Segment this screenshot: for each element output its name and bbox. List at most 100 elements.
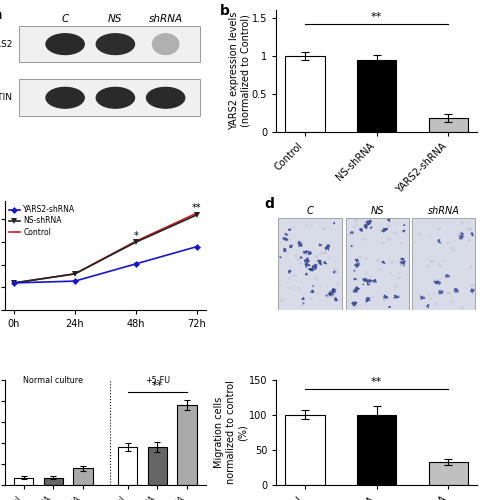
Ellipse shape (365, 272, 367, 274)
Bar (44, 478, 63, 485)
Ellipse shape (297, 258, 300, 260)
Ellipse shape (427, 266, 429, 267)
Ellipse shape (329, 257, 330, 258)
Polygon shape (435, 280, 442, 285)
Ellipse shape (355, 220, 357, 222)
Polygon shape (470, 288, 475, 294)
Polygon shape (369, 226, 373, 230)
Ellipse shape (327, 296, 331, 298)
Ellipse shape (147, 88, 185, 108)
Ellipse shape (96, 88, 134, 108)
Text: **: ** (152, 381, 163, 391)
Text: C: C (307, 206, 313, 216)
Bar (177, 405, 197, 485)
Ellipse shape (467, 222, 469, 223)
Ellipse shape (369, 283, 372, 284)
Polygon shape (363, 222, 368, 229)
Polygon shape (301, 296, 305, 300)
Text: C: C (62, 14, 69, 24)
Polygon shape (362, 278, 368, 282)
Ellipse shape (362, 238, 366, 240)
Polygon shape (324, 244, 331, 251)
Polygon shape (331, 288, 335, 292)
Ellipse shape (430, 298, 432, 300)
Ellipse shape (356, 224, 358, 226)
Ellipse shape (153, 34, 179, 54)
Bar (428, 118, 468, 132)
Text: NS: NS (108, 14, 122, 24)
Polygon shape (460, 232, 464, 236)
Text: NS: NS (371, 206, 384, 216)
Ellipse shape (298, 288, 299, 290)
Ellipse shape (322, 228, 326, 230)
Polygon shape (328, 292, 335, 296)
Polygon shape (372, 279, 377, 284)
Polygon shape (387, 218, 390, 223)
Ellipse shape (469, 240, 471, 242)
Ellipse shape (439, 265, 442, 267)
Polygon shape (399, 260, 405, 266)
Polygon shape (318, 262, 322, 266)
Legend: YARS2-shRNA, NS-shRNA, Control: YARS2-shRNA, NS-shRNA, Control (9, 205, 75, 237)
Polygon shape (279, 256, 282, 258)
Bar (346, 218, 409, 310)
Ellipse shape (467, 229, 469, 230)
FancyBboxPatch shape (19, 80, 200, 116)
Polygon shape (305, 272, 308, 276)
Polygon shape (355, 258, 359, 262)
Polygon shape (327, 291, 333, 296)
Polygon shape (350, 245, 353, 248)
Ellipse shape (293, 275, 296, 276)
Ellipse shape (310, 298, 313, 300)
FancyBboxPatch shape (19, 26, 200, 63)
Ellipse shape (289, 238, 291, 240)
Polygon shape (288, 228, 292, 231)
Ellipse shape (401, 264, 403, 266)
Polygon shape (300, 256, 303, 260)
Text: **: ** (371, 378, 382, 388)
Polygon shape (310, 289, 314, 294)
Ellipse shape (355, 306, 358, 307)
Polygon shape (304, 262, 311, 268)
Polygon shape (353, 278, 357, 280)
Bar (428, 462, 468, 485)
Ellipse shape (334, 269, 336, 270)
Ellipse shape (314, 278, 318, 280)
Y-axis label: YARS2 expression levels
(normalized to Control): YARS2 expression levels (normalized to C… (229, 12, 250, 130)
Bar (285, 414, 325, 485)
Bar (14, 478, 33, 485)
Polygon shape (433, 280, 439, 285)
Polygon shape (284, 233, 289, 236)
Polygon shape (333, 222, 335, 224)
Text: ACTIN: ACTIN (0, 94, 13, 102)
Polygon shape (359, 227, 363, 232)
Ellipse shape (390, 262, 393, 263)
Polygon shape (445, 274, 451, 278)
Polygon shape (381, 260, 385, 264)
Bar (118, 447, 137, 485)
Ellipse shape (293, 227, 295, 228)
Y-axis label: Migration cells
normalized to control
(%): Migration cells normalized to control (%… (214, 380, 247, 484)
Polygon shape (283, 248, 287, 252)
Polygon shape (312, 285, 314, 287)
Text: shRNA: shRNA (428, 206, 459, 216)
Ellipse shape (447, 243, 449, 244)
Polygon shape (304, 257, 310, 264)
Polygon shape (331, 288, 337, 293)
Ellipse shape (446, 292, 450, 294)
Polygon shape (317, 260, 321, 263)
Ellipse shape (353, 227, 355, 228)
Text: a: a (0, 8, 2, 22)
Ellipse shape (382, 298, 385, 300)
Polygon shape (458, 234, 465, 240)
Polygon shape (380, 228, 388, 232)
Text: YARS2: YARS2 (0, 40, 13, 48)
Ellipse shape (430, 261, 433, 262)
Polygon shape (388, 306, 391, 308)
Text: d: d (264, 197, 274, 211)
Ellipse shape (460, 222, 464, 224)
Polygon shape (383, 294, 389, 300)
Polygon shape (454, 288, 459, 293)
Polygon shape (402, 224, 405, 226)
Polygon shape (362, 284, 364, 286)
